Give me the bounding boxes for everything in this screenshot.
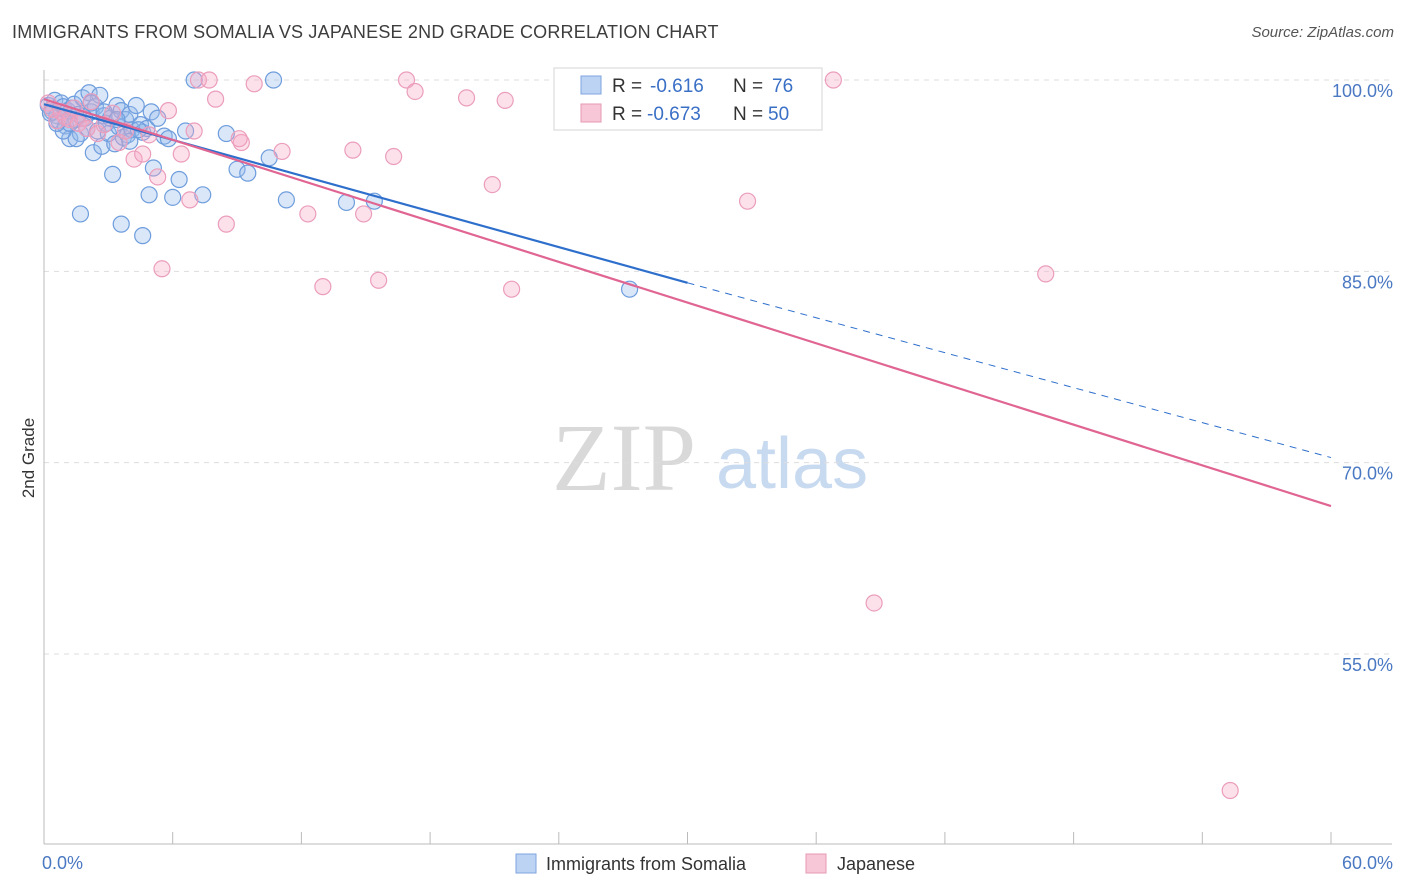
somalia-point-61 — [134, 227, 152, 245]
somalia-point-54 — [277, 191, 295, 209]
y-tick-labels: 55.0% 70.0% 85.0% 100.0% — [1332, 81, 1393, 675]
x-tick-labels: 0.0% 60.0% — [42, 853, 1393, 873]
japanese-point-36 — [370, 271, 388, 289]
y-tick-label-1: 70.0% — [1342, 464, 1393, 484]
japanese-point-26 — [200, 71, 218, 89]
japanese-point-44 — [738, 192, 757, 210]
japanese-point-23 — [181, 191, 199, 209]
somalia-point-51 — [239, 164, 257, 182]
watermark-atlas: atlas — [716, 424, 868, 504]
somalia-point-43 — [142, 103, 160, 121]
japanese-point-41 — [483, 175, 501, 194]
japanese-point-20 — [153, 260, 171, 278]
trend-lines — [43, 98, 1332, 508]
legend-japanese-n-label: N = — [733, 104, 763, 125]
japanese-point-40 — [457, 89, 476, 107]
japanese-point-17 — [134, 145, 152, 163]
japanese-point-19 — [149, 168, 167, 186]
axes — [43, 70, 1392, 845]
japanese-point-46 — [1037, 265, 1055, 283]
chart-source: Source: ZipAtlas.com — [1251, 24, 1394, 41]
somalia-point-48 — [194, 186, 212, 204]
japanese-point-45 — [824, 71, 842, 89]
somalia-point-39 — [127, 96, 145, 115]
japanese-point-43 — [503, 280, 521, 298]
legend-japanese-r: -0.673 — [647, 104, 701, 125]
japanese-point-30 — [245, 75, 263, 93]
japanese-point-33 — [314, 278, 332, 296]
somalia-point-20 — [84, 144, 102, 162]
somalia-point-53 — [264, 71, 283, 89]
legend-japanese-n: 50 — [768, 104, 789, 125]
japanese-point-10 — [82, 93, 100, 111]
legend-somalia-n-label: N = — [733, 76, 763, 97]
bottom-legend-japanese: Japanese — [837, 854, 915, 874]
japanese-point-42 — [496, 91, 514, 110]
y-tick-label-0: 55.0% — [1342, 655, 1393, 675]
japanese-point-34 — [344, 141, 362, 159]
trend-somalia-solid — [43, 103, 688, 284]
somalia-point-58 — [164, 188, 182, 206]
japanese-point-31 — [273, 142, 291, 161]
watermark-zip: ZIP — [552, 404, 696, 511]
legend-somalia-r-label: R = — [612, 76, 642, 97]
chart-title: IMMIGRANTS FROM SOMALIA VS JAPANESE 2ND … — [12, 22, 719, 42]
bottom-legend-swatch-japanese — [805, 853, 827, 874]
series-somalia-points — [39, 71, 639, 298]
legend-swatch-somalia — [580, 75, 602, 95]
legend-japanese-r-label: R = — [612, 104, 642, 125]
japanese-point-21 — [159, 102, 178, 120]
legend-somalia-r: -0.616 — [650, 76, 704, 97]
grid-lines — [44, 79, 1392, 655]
somalia-point-59 — [71, 205, 90, 223]
japanese-point-39 — [406, 82, 424, 101]
somalia-point-29 — [104, 165, 122, 183]
japanese-point-27 — [207, 90, 225, 108]
y-tick-label-2: 85.0% — [1342, 272, 1393, 292]
japanese-point-24 — [185, 122, 203, 140]
japanese-point-48 — [1221, 781, 1239, 800]
x-tick-label-1: 60.0% — [1342, 853, 1393, 873]
bottom-legend-somalia: Immigrants from Somalia — [546, 854, 747, 874]
y-axis-title: 2nd Grade — [19, 418, 38, 498]
japanese-point-16 — [125, 150, 143, 168]
somalia-point-60 — [112, 215, 130, 233]
japanese-point-47 — [865, 594, 883, 612]
japanese-point-38 — [397, 71, 416, 89]
bottom-legend-swatch-somalia — [515, 853, 537, 874]
top-legend: R = -0.616 N = 76 R = -0.673 N = 50 — [553, 67, 823, 131]
legend-swatch-japanese — [580, 103, 602, 123]
series-japanese-points — [39, 71, 1239, 800]
y-tick-label-3: 100.0% — [1332, 81, 1393, 101]
japanese-point-9 — [78, 119, 96, 138]
japanese-point-37 — [385, 147, 403, 166]
japanese-point-22 — [172, 145, 190, 163]
japanese-point-49 — [230, 130, 248, 148]
x-tick-label-0: 0.0% — [42, 853, 83, 873]
trend-japanese — [43, 98, 1332, 508]
japanese-point-11 — [89, 124, 107, 143]
japanese-point-32 — [299, 205, 317, 223]
somalia-point-46 — [170, 170, 188, 189]
somalia-point-57 — [140, 186, 158, 204]
japanese-point-28 — [217, 215, 235, 233]
legend-somalia-n: 76 — [772, 76, 793, 97]
somalia-point-70 — [144, 159, 162, 177]
japanese-point-35 — [355, 205, 373, 223]
somalia-point-49 — [217, 124, 235, 143]
watermark: ZIP atlas — [552, 404, 868, 511]
somalia-point-47 — [185, 71, 203, 89]
japanese-point-2 — [48, 112, 66, 130]
bottom-legend: Immigrants from Somalia Japanese — [515, 853, 915, 874]
